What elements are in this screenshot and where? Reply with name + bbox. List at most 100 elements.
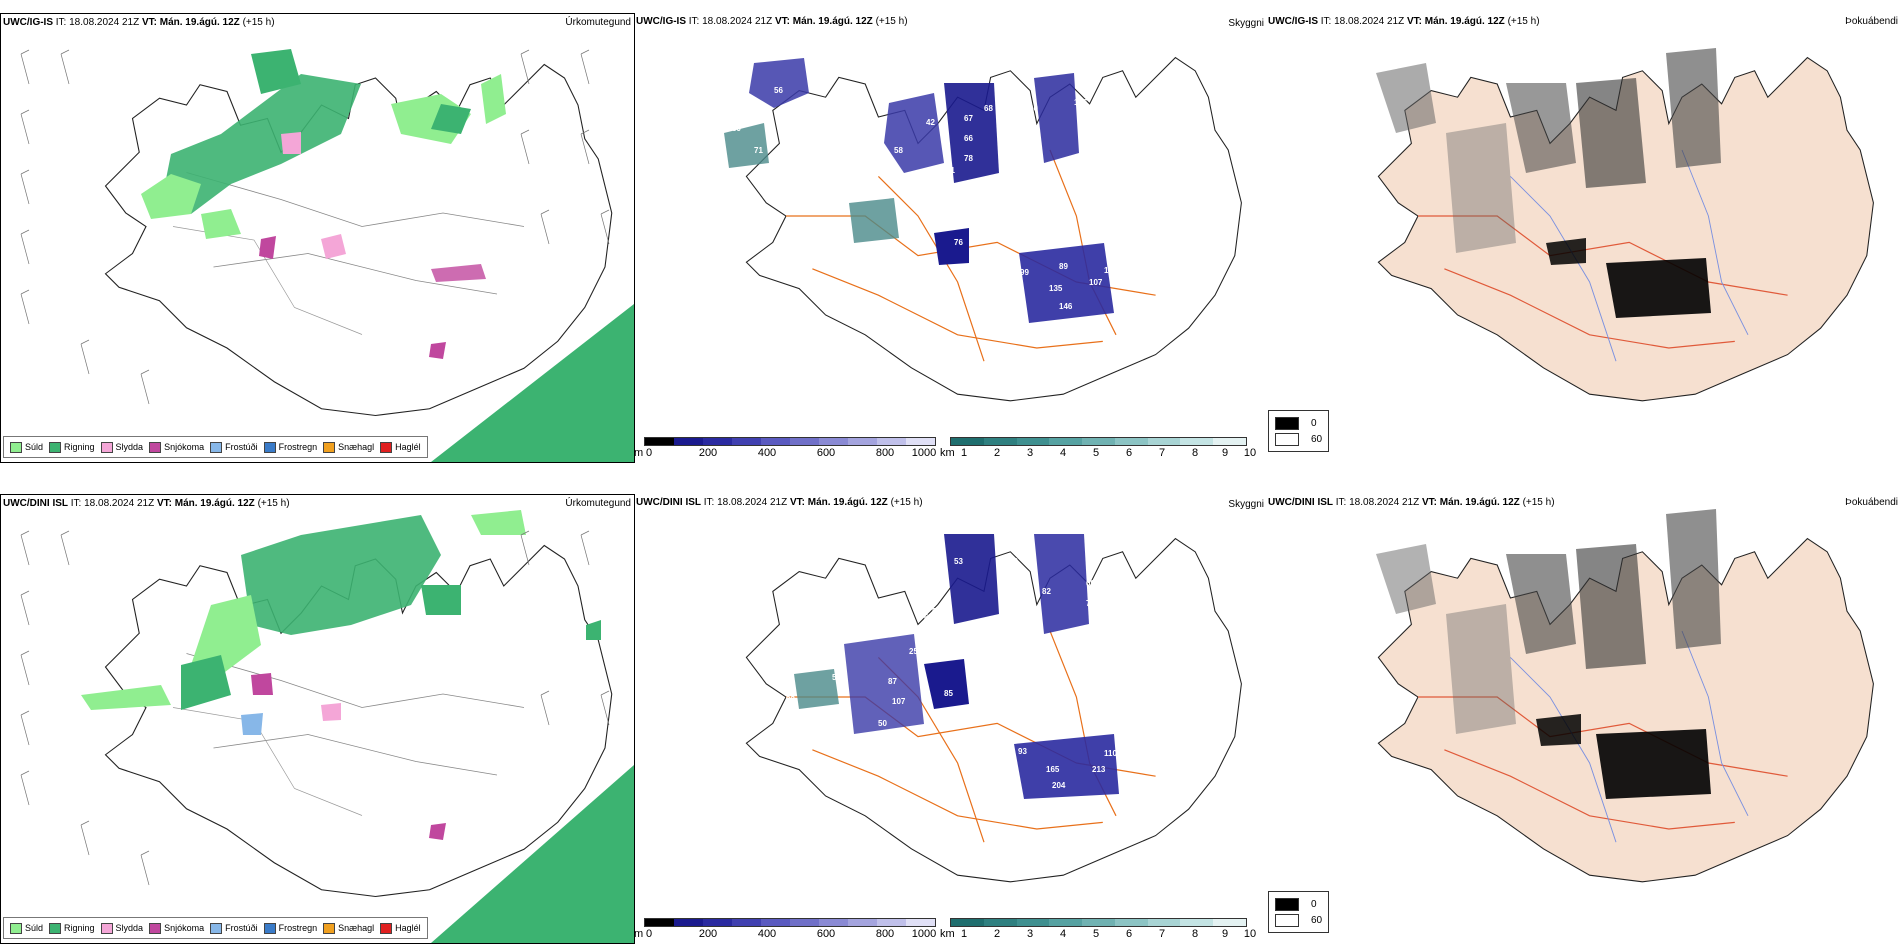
cloud-title-2: UWC/DINI ISL IT: 18.08.2024 21Z VT: Mán.… [636, 497, 923, 508]
ocean-rain-area [431, 304, 634, 462]
precip-type-title-2: Úrkomutegund [565, 498, 631, 509]
legend-item: Snæhagl [323, 922, 374, 934]
precip-map-2 [20, 510, 634, 943]
visibility-title-1: Skyggni [1228, 18, 1264, 29]
svg-text:71: 71 [1012, 575, 1021, 584]
ceiling-unit: m [634, 928, 644, 940]
legend-item: Frostregn [263, 922, 317, 934]
fog-map-2 [1376, 509, 1875, 883]
visibility-colorbar-1: km 1 2 3 4 5 6 7 8 9 10 [940, 437, 1260, 461]
svg-text:43: 43 [1029, 126, 1038, 135]
svg-text:82: 82 [814, 228, 823, 237]
legend-item: Frostúði [210, 441, 258, 453]
suld-swatch [10, 441, 22, 453]
haglel-swatch [380, 922, 393, 934]
wind-barbs [20, 530, 610, 886]
rain-patches [81, 510, 601, 840]
legend-item: Slydda [100, 922, 143, 934]
visibility-title-2: Skyggni [1228, 499, 1264, 510]
svg-text:81: 81 [1089, 126, 1098, 135]
legend-item: Snjókoma [149, 441, 204, 453]
svg-text:45: 45 [1054, 807, 1063, 816]
svg-text:89: 89 [1059, 262, 1068, 271]
svg-text:41: 41 [784, 196, 793, 205]
svg-text:61: 61 [962, 623, 971, 632]
precip-panel-1: UWC/IG-IS IT: 18.08.2024 21Z VT: Mán. 19… [0, 13, 635, 463]
precip-panel-2: UWC/DINI ISL IT: 18.08.2024 21Z VT: Mán.… [0, 494, 635, 944]
snjokoma-swatch [149, 441, 162, 453]
svg-text:42: 42 [1054, 663, 1063, 672]
legend-item: Súld [10, 441, 43, 453]
rigning-swatch [49, 441, 62, 453]
frostudi-swatch [210, 441, 223, 453]
svg-text:45: 45 [869, 182, 878, 191]
svg-text:94: 94 [804, 124, 813, 133]
svg-text:67: 67 [876, 599, 885, 608]
svg-text:213: 213 [1092, 765, 1106, 774]
svg-text:53: 53 [884, 168, 893, 177]
fog-scale-black [1275, 416, 1299, 430]
fog-scale-white [1275, 913, 1299, 927]
visibility-strip [950, 437, 1247, 446]
ceiling-colorbar-1: m 0 200 400 600 800 1000 [634, 437, 936, 461]
fog-map-1 [1376, 48, 1875, 402]
ceiling-strip [644, 437, 936, 446]
haglel-swatch [380, 441, 393, 453]
snjokoma-swatch [149, 922, 162, 934]
cloud-value-labels: 53 49 71 82 69 74 67 93 87 107 50 52 85 … [786, 557, 1117, 816]
cloud-value-labels: 56 59 71 94 63 82 67 72 76 67 66 58 78 5… [732, 86, 1117, 311]
fog-scale-1: 0 60 [1268, 410, 1330, 452]
svg-text:204: 204 [1052, 781, 1066, 790]
fog-title-1: UWC/IG-IS IT: 18.08.2024 21Z VT: Mán. 19… [1268, 16, 1540, 27]
svg-text:42: 42 [926, 118, 935, 127]
visibility-unit: km [940, 447, 955, 459]
svg-text:21: 21 [946, 166, 955, 175]
cloud-patches [724, 58, 1114, 323]
slydda-swatch [100, 922, 113, 934]
legend-item: Frostregn [263, 441, 317, 453]
svg-text:82: 82 [1042, 587, 1051, 596]
fog-panel-1: UWC/IG-IS IT: 18.08.2024 21Z VT: Mán. 19… [1266, 13, 1900, 461]
precip-type-title-1: Úrkomutegund [565, 17, 631, 28]
svg-text:93: 93 [1018, 747, 1027, 756]
rigning-swatch [49, 922, 62, 934]
svg-text:111: 111 [1104, 266, 1117, 275]
cloud-map-2: 53 49 71 82 69 74 67 93 87 107 50 52 85 … [745, 534, 1243, 883]
legend-item: Haglél [380, 441, 421, 453]
svg-text:67: 67 [964, 114, 973, 123]
precip-title-1: UWC/IG-IS IT: 18.08.2024 21Z VT: Mán. 19… [3, 17, 275, 28]
svg-text:165: 165 [1046, 765, 1060, 774]
frostregn-swatch [263, 441, 276, 453]
svg-text:52: 52 [832, 673, 841, 682]
svg-text:58: 58 [894, 146, 903, 155]
svg-text:60: 60 [1029, 104, 1038, 113]
frostudi-swatch [210, 922, 223, 934]
svg-text:50: 50 [878, 719, 887, 728]
legend-item: Rigning [49, 441, 95, 453]
iceland-outline [104, 63, 613, 417]
cloud-map-1: 56 59 71 94 63 82 67 72 76 67 66 58 78 5… [724, 56, 1243, 402]
svg-text:59: 59 [732, 124, 741, 133]
visibility-unit: km [940, 928, 955, 940]
cloud-patches [794, 534, 1119, 799]
legend-item: Frostúði [210, 922, 258, 934]
fog-title-2: UWC/DINI ISL IT: 18.08.2024 21Z VT: Mán.… [1268, 497, 1555, 508]
svg-text:71: 71 [754, 146, 763, 155]
svg-text:66: 66 [1000, 124, 1009, 133]
rain-patches [141, 49, 506, 359]
wind-barbs [20, 49, 610, 405]
svg-text:99: 99 [1020, 268, 1029, 277]
fog-scale-white [1275, 432, 1299, 446]
svg-text:146: 146 [1059, 302, 1073, 311]
svg-text:107: 107 [892, 697, 906, 706]
cloud-panel-1: 56 59 71 94 63 82 67 72 76 67 66 58 78 5… [634, 13, 1264, 461]
svg-text:53: 53 [954, 557, 963, 566]
svg-text:15: 15 [979, 637, 988, 646]
fog-index-title-2: Þokuábendi [1845, 497, 1898, 508]
precip-legend-1: Súld Rigning Slydda Snjókoma Frostúði Fr… [3, 436, 428, 458]
svg-text:78: 78 [856, 152, 865, 161]
svg-text:72: 72 [892, 242, 901, 251]
svg-text:255: 255 [909, 647, 923, 656]
svg-text:67: 67 [876, 260, 885, 269]
svg-text:78: 78 [964, 154, 973, 163]
